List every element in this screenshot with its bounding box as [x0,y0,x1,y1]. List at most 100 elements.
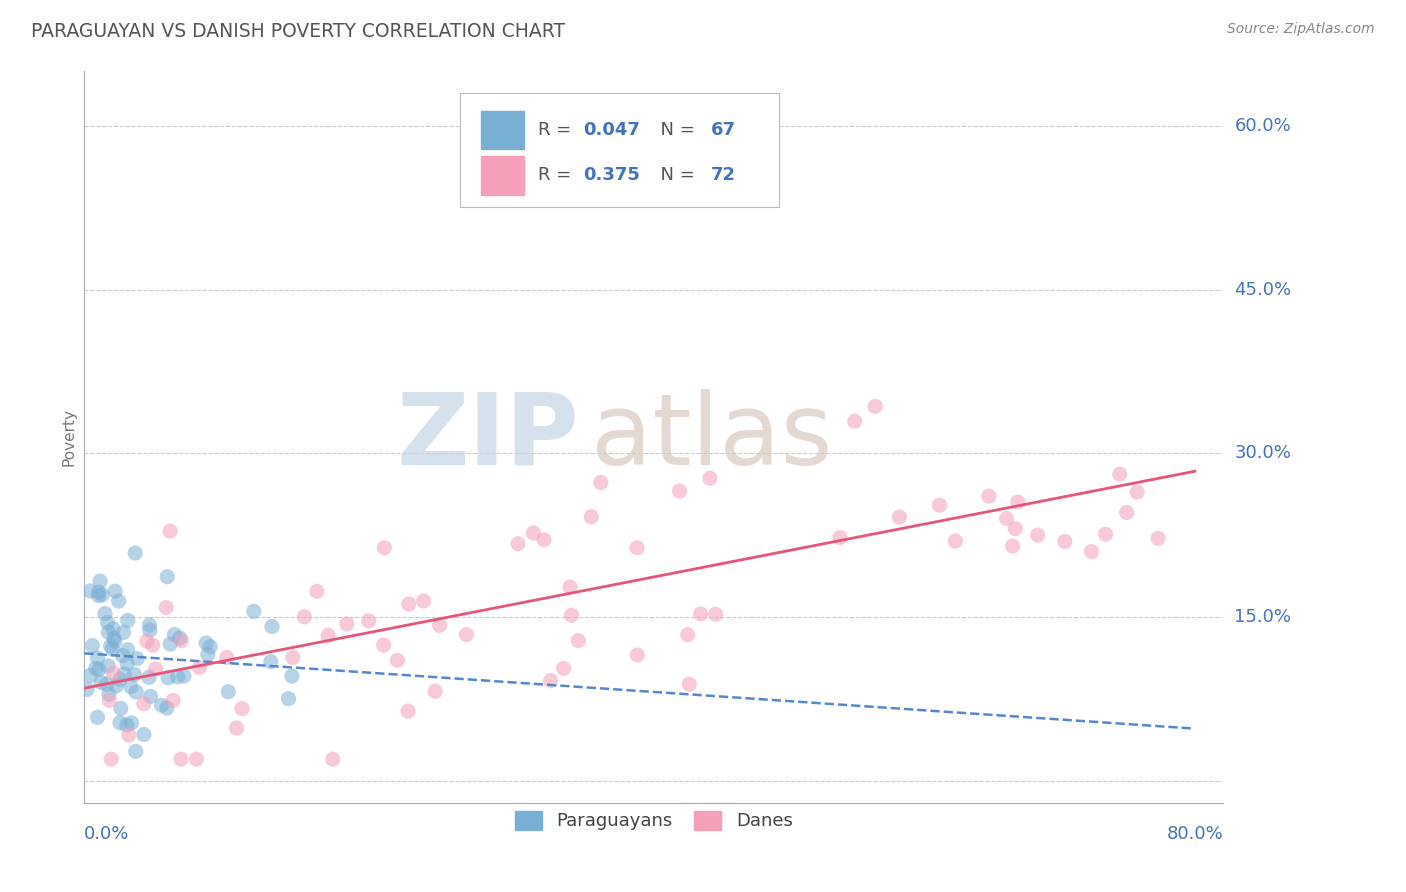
Point [689,607,711,621]
Point [336,617,359,632]
Point [560,608,582,623]
Point [97,687,120,701]
Point [943,534,966,549]
Point [155,600,177,615]
Text: N =: N = [650,121,700,139]
Point [1080,544,1102,558]
Point [1108,467,1130,482]
Point [668,484,690,499]
Point [928,498,950,512]
Point [110,701,132,715]
Point [82,639,104,653]
Point [121,715,143,730]
Point [1094,527,1116,541]
Point [704,607,727,622]
Point [156,570,179,584]
Text: 80.0%: 80.0% [1167,825,1223,843]
Point [828,531,851,545]
Point [104,584,127,599]
Point [139,623,162,637]
Text: 72: 72 [711,167,735,185]
Legend: Paraguayans, Danes: Paraguayans, Danes [508,804,800,838]
Point [101,641,124,656]
Point [117,642,139,657]
Point [136,634,159,648]
Bar [481,112,524,149]
Point [156,701,179,715]
Point [86,710,108,724]
Point [162,693,184,707]
Point [215,650,238,665]
Point [90,675,112,690]
Point [316,628,339,642]
Point [173,669,195,683]
Text: 0.047: 0.047 [583,121,640,139]
Point [676,628,699,642]
Point [107,594,129,608]
Point [522,526,544,541]
Point [863,400,886,414]
Point [84,662,107,676]
Point [100,639,122,653]
Point [100,752,122,766]
Point [94,607,117,621]
Point [138,670,160,684]
Point [163,627,186,641]
Point [108,715,131,730]
Point [157,671,180,685]
Point [87,585,110,599]
Point [412,594,434,608]
Point [169,631,191,645]
Point [678,677,700,691]
Point [118,728,141,742]
Point [387,653,409,667]
Point [87,662,110,676]
Point [533,533,555,547]
Point [138,618,160,632]
Text: ZIP: ZIP [396,389,579,485]
Text: 0.375: 0.375 [583,167,640,185]
Point [281,650,304,665]
Point [553,661,575,675]
Point [1115,506,1137,520]
Point [96,677,118,691]
Point [139,690,162,704]
Point [357,614,380,628]
Point [132,697,155,711]
Point [115,657,138,671]
Point [231,701,253,715]
Point [977,489,1000,503]
Point [626,648,648,662]
Point [1004,522,1026,536]
Text: 60.0%: 60.0% [1234,117,1291,135]
Point [79,583,101,598]
Point [567,633,589,648]
Point [540,673,562,688]
Point [96,615,118,630]
Point [97,658,120,673]
Text: 0.0%: 0.0% [84,825,129,843]
Point [186,752,208,766]
Point [91,588,114,602]
Point [166,670,188,684]
Point [188,660,211,674]
Point [225,721,247,735]
Point [889,510,911,524]
Point [1007,495,1029,509]
Point [425,684,447,698]
Point [607,173,630,187]
Point [195,636,218,650]
Point [117,614,139,628]
Point [456,627,478,641]
Point [159,524,181,538]
Point [260,619,283,633]
Point [844,414,866,428]
Y-axis label: Poverty: Poverty [60,408,76,467]
Point [97,625,120,640]
Point [103,631,125,645]
Point [322,752,344,766]
Point [1053,534,1076,549]
Point [277,691,299,706]
Point [170,633,193,648]
Point [396,704,419,718]
